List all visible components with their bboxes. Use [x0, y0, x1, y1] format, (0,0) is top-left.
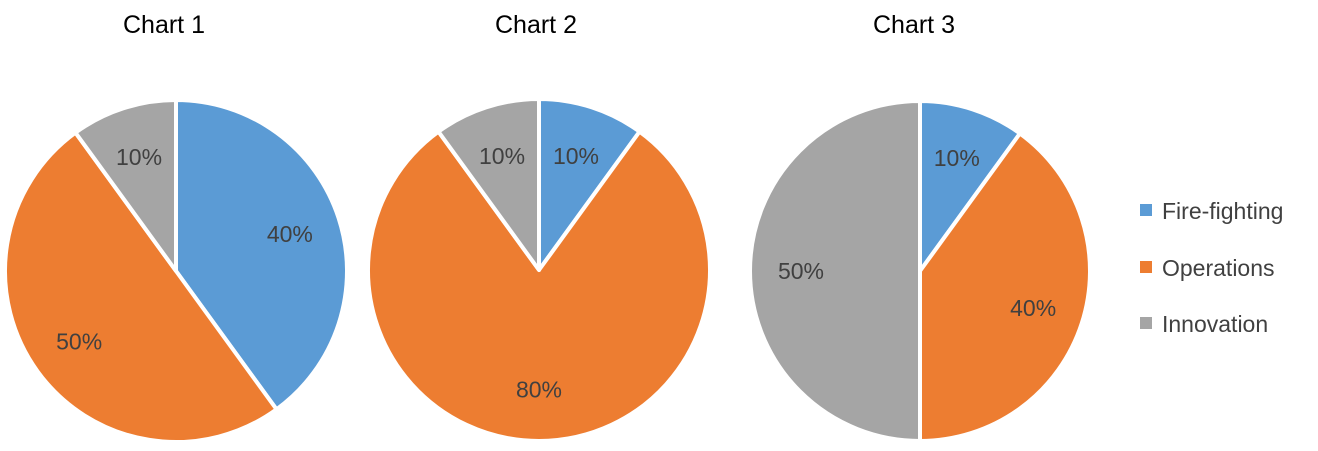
chart-2-slice-innovation — [436, 97, 541, 272]
chart-1: Chart 1 40% 50% 10% — [3, 11, 349, 444]
legend-label-fire-fighting: Fire-fighting — [1162, 198, 1283, 224]
chart-1-pie: 40% 50% 10% — [3, 98, 349, 444]
chart-3-title: Chart 3 — [873, 11, 955, 39]
chart-2-label-fire-fighting: 10% — [553, 143, 599, 169]
legend-item-operations: Operations — [1140, 255, 1275, 281]
chart-3-slice-operations — [918, 131, 1092, 443]
chart-2-slice-operations — [366, 129, 712, 443]
chart-2-slice-fire-fighting — [537, 97, 642, 272]
chart-3: Chart 3 10% 40% 50% — [748, 11, 1092, 443]
chart-1-slice-operations — [3, 130, 279, 444]
chart-1-label-operations: 50% — [56, 328, 102, 354]
chart-2-title: Chart 2 — [495, 11, 577, 39]
legend-label-innovation: Innovation — [1162, 311, 1268, 337]
chart-2-label-innovation: 10% — [479, 143, 525, 169]
legend-swatch-innovation — [1140, 317, 1152, 329]
chart-3-label-innovation: 50% — [778, 258, 824, 284]
legend-item-fire-fighting: Fire-fighting — [1140, 198, 1283, 224]
legend-swatch-fire-fighting — [1140, 204, 1152, 216]
legend-item-innovation: Innovation — [1140, 311, 1268, 337]
chart-2-label-operations: 80% — [516, 377, 562, 403]
chart-1-title: Chart 1 — [123, 11, 205, 39]
legend-swatch-operations — [1140, 261, 1152, 273]
chart-3-slice-innovation — [748, 99, 922, 443]
chart-1-slice-innovation — [73, 98, 178, 273]
legend: Fire-fighting Operations Innovation — [1140, 198, 1283, 337]
chart-2: Chart 2 10% 80% 10% — [366, 11, 712, 443]
chart-3-slice-fire-fighting — [918, 99, 1022, 273]
chart-1-label-fire-fighting: 40% — [267, 221, 313, 247]
chart-1-slice-fire-fighting — [174, 98, 349, 412]
chart-3-label-fire-fighting: 10% — [934, 145, 980, 171]
chart-3-label-operations: 40% — [1010, 295, 1056, 321]
chart-2-pie: 10% 80% 10% — [366, 97, 712, 443]
legend-label-operations: Operations — [1162, 255, 1275, 281]
chart-1-label-innovation: 10% — [116, 144, 162, 170]
chart-3-pie: 10% 40% 50% — [748, 99, 1092, 443]
